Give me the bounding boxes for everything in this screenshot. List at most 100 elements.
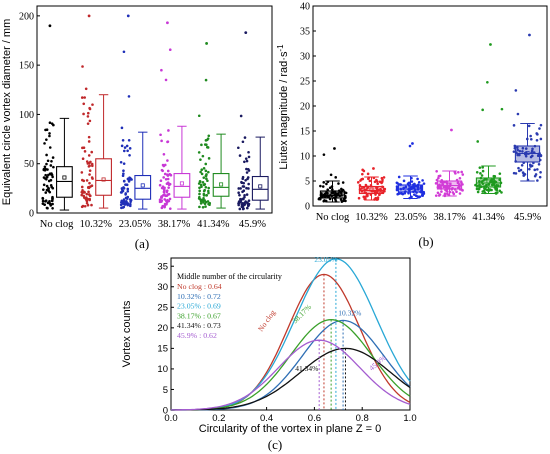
data-point [120,187,124,190]
data-point [198,205,201,209]
y-tick-label: 200 [19,11,34,22]
box-group-3 [158,21,191,210]
data-point [202,167,206,170]
data-point [207,157,211,160]
data-point [243,136,247,139]
y-tick-label: 35 [157,262,168,273]
y-tick-label: 50 [24,159,34,170]
data-point [247,199,251,202]
data-point [437,174,441,178]
box-iqr [95,158,112,196]
data-point [378,193,381,197]
box-mean [179,181,184,186]
data-point [437,176,440,180]
data-point [246,206,249,210]
data-point [205,138,209,142]
data-point [376,196,380,199]
data-point [539,123,543,127]
y-tick-label: 40 [300,2,310,13]
data-point [245,171,249,174]
panel-a: Equivalent circle vortex diameter / mm 0… [1,5,273,251]
data-point [337,182,340,185]
data-point [408,144,412,148]
data-point [539,171,542,174]
data-point [159,179,163,182]
outlier-point [87,14,91,18]
data-point [204,205,207,208]
data-point [46,168,49,171]
data-point [205,143,208,147]
data-point [322,153,326,156]
data-point [483,187,487,191]
data-point [45,175,49,179]
data-point [475,187,479,191]
panel-b-x-tick-labels: No clog 10.32% 23.05% 38.17% 41.34% 45.9% [316,212,542,223]
data-point [480,174,484,177]
panel-a-frame [36,5,273,214]
data-point [168,197,172,201]
data-point [165,182,169,186]
outlier-point [528,33,531,37]
data-point [421,179,424,182]
data-point [529,137,533,141]
data-point [482,189,486,193]
legend-entry-0: No clog : 0.64 [177,282,222,291]
data-point [168,173,171,176]
y-tick-label: 30 [300,52,310,63]
data-point [344,199,347,203]
data-point [480,180,484,183]
data-point [83,204,87,208]
data-point [43,142,46,145]
data-point [165,190,169,194]
data-point [202,176,206,179]
panel-a-label: (a) [135,236,149,251]
data-point [240,205,244,208]
data-point [247,187,250,190]
data-point [460,170,463,174]
data-point [362,195,366,199]
data-point [533,174,537,178]
data-point [244,178,247,182]
data-point [413,189,417,192]
data-point [121,174,125,178]
data-point [364,183,368,187]
data-point [458,176,462,180]
data-point [199,202,203,205]
data-point [481,169,485,173]
data-point [128,147,132,150]
data-point [161,169,164,173]
data-point [539,137,543,141]
data-point [207,186,210,190]
data-point [83,96,86,99]
data-point [201,198,205,202]
data-point [197,197,201,200]
data-point [122,149,126,153]
data-point [512,124,516,127]
data-point [87,154,91,157]
box-group-5 [237,31,269,211]
data-point [204,174,208,177]
data-point [375,180,379,183]
data-point [167,199,171,203]
data-point [376,182,379,186]
data-point [205,194,208,197]
data-point [207,189,210,193]
data-point [441,182,445,186]
box-mean [369,187,374,192]
data-point [416,177,419,181]
data-point [166,177,170,181]
data-point [51,206,54,210]
data-point [357,196,361,200]
data-point [475,170,479,174]
data-point [90,150,94,154]
data-point [126,149,129,153]
data-point [48,132,51,135]
data-point [435,170,438,173]
box-group-1 [80,14,112,209]
data-point [208,203,211,207]
data-point [326,188,330,191]
x-tick-label: 1.0 [403,413,416,424]
data-point [86,115,90,118]
box-iqr [134,174,152,200]
data-point [321,185,325,188]
